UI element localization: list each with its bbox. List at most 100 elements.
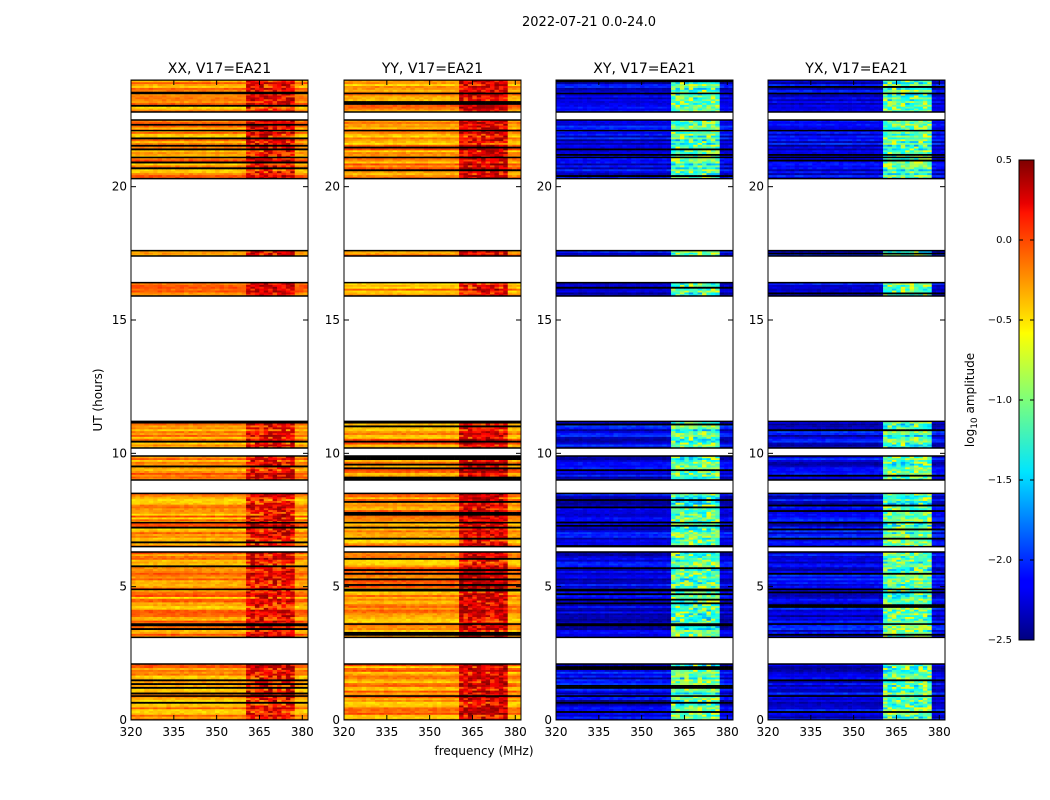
heatmap-cell (272, 528, 278, 531)
heatmap-cell (148, 522, 154, 525)
heatmap-cell (223, 565, 229, 568)
heatmap-cell (237, 679, 242, 682)
heatmap-cell (139, 673, 145, 676)
heatmap-cell (250, 607, 256, 610)
heatmap-cell (299, 465, 304, 468)
heatmap-cell (219, 531, 225, 535)
heatmap-cell (170, 497, 176, 500)
heatmap-cell (153, 442, 158, 445)
heatmap-cell (175, 578, 180, 581)
heatmap-cell (184, 474, 189, 477)
heatmap-cell (175, 517, 180, 520)
heatmap-cell (254, 614, 260, 617)
heatmap-cell (272, 596, 278, 599)
heatmap-cell (241, 625, 247, 629)
heatmap-cell (285, 570, 291, 573)
heatmap-cell (254, 566, 260, 570)
heatmap-cell (268, 618, 273, 621)
heatmap-cell (281, 463, 287, 466)
heatmap-cell (184, 461, 189, 464)
heatmap-cell (179, 665, 185, 669)
heatmap-cell (201, 519, 207, 522)
heatmap-cell (170, 553, 176, 557)
heatmap-cell (166, 696, 172, 699)
heatmap-cell (175, 528, 180, 531)
heatmap-cell (223, 611, 229, 614)
heatmap-cell (201, 602, 207, 605)
heatmap-cell (210, 541, 216, 544)
heatmap-cell (219, 572, 225, 575)
heatmap-cell (277, 446, 282, 449)
heatmap-cell (263, 444, 269, 447)
heatmap-cell (166, 440, 172, 443)
heatmap-cell (161, 522, 167, 525)
heatmap-cell (223, 587, 229, 590)
heatmap-cell (197, 513, 203, 516)
heatmap-cell (192, 694, 198, 697)
heatmap-cell (285, 694, 291, 697)
heatmap-cell (299, 557, 304, 560)
heatmap-cell (210, 603, 216, 607)
heatmap-cell (144, 682, 149, 685)
heatmap-cell (188, 572, 194, 575)
heatmap-cell (254, 598, 260, 601)
heatmap-cell (246, 699, 251, 702)
heatmap-cell (197, 576, 203, 579)
heatmap-cell (161, 669, 167, 672)
heatmap-cell (250, 716, 256, 719)
heatmap-cell (263, 463, 269, 466)
heatmap-cell (228, 701, 234, 704)
heatmap-cell (277, 440, 282, 443)
heatmap-cell (254, 629, 260, 632)
heatmap-cell (131, 508, 136, 511)
heatmap-cell (184, 446, 189, 449)
heatmap-cell (184, 497, 189, 500)
heatmap-cell (281, 574, 287, 577)
heatmap-cell (294, 442, 300, 445)
heatmap-cell (232, 506, 238, 509)
heatmap-cell (259, 671, 265, 674)
heatmap-cell (135, 581, 141, 585)
heatmap-cell (250, 552, 256, 555)
heatmap-cell (170, 671, 176, 674)
heatmap-cell (223, 622, 229, 625)
heatmap-cell (303, 474, 308, 477)
heatmap-cell (254, 456, 260, 459)
heatmap-cell (290, 474, 296, 477)
heatmap-cell (170, 574, 176, 577)
heatmap-cell (161, 613, 167, 616)
heatmap-cell (285, 592, 291, 596)
heatmap-cell (263, 511, 269, 514)
heatmap-cell (268, 497, 273, 500)
heatmap-cell (263, 609, 269, 612)
heatmap-cell (237, 553, 242, 557)
heatmap-cell (197, 591, 203, 594)
heatmap-cell (254, 493, 260, 496)
heatmap-cell (148, 664, 154, 667)
heatmap-cell (268, 688, 273, 691)
heatmap-cell (184, 598, 189, 601)
heatmap-cell (161, 620, 167, 623)
heatmap-cell (223, 592, 229, 596)
heatmap-cell (170, 444, 176, 447)
heatmap-cell (246, 517, 251, 520)
heatmap-cell (131, 679, 136, 682)
heatmap-cell (228, 531, 234, 535)
heatmap-cell (223, 692, 229, 695)
heatmap-cell (131, 497, 136, 500)
heatmap-cell (184, 537, 189, 540)
heatmap-cell (263, 618, 269, 621)
heatmap-cell (263, 561, 269, 564)
heatmap-cell (228, 684, 234, 687)
heatmap-cell (303, 620, 308, 623)
heatmap-cell (232, 528, 238, 531)
heatmap-cell (294, 607, 300, 610)
heatmap-cell (303, 580, 308, 583)
heatmap-cell (263, 537, 269, 540)
heatmap-cell (192, 581, 198, 585)
heatmap-cell (241, 444, 247, 447)
heatmap-cell (250, 493, 256, 496)
heatmap-cell (254, 506, 260, 509)
heatmap-cell (290, 444, 296, 447)
heatmap-cell (179, 596, 185, 599)
